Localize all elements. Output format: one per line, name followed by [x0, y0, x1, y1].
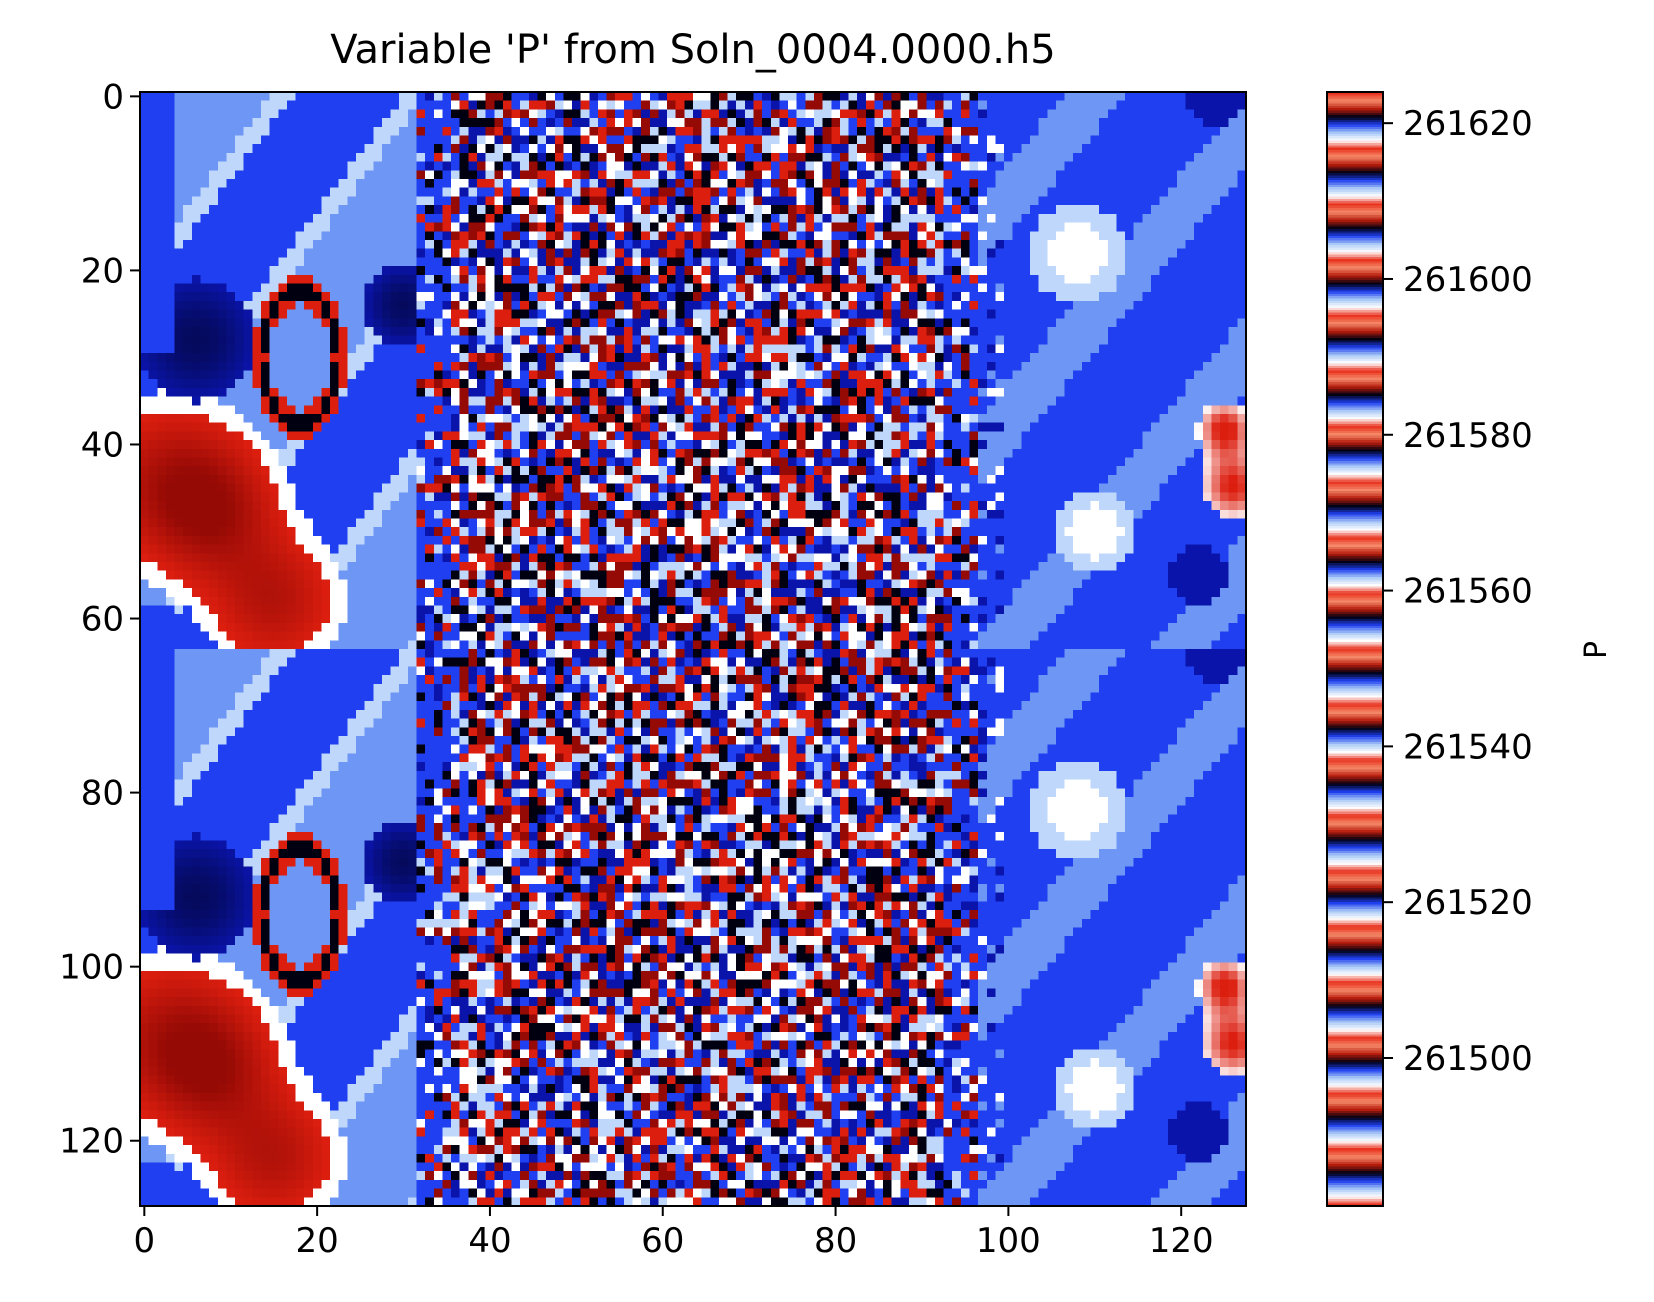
colorbar-tick-label: 261520 — [1403, 883, 1533, 923]
colorbar-label: P — [1579, 641, 1614, 659]
y-tick-label: 100 — [59, 948, 124, 988]
colorbar-tick-label: 261620 — [1403, 104, 1533, 144]
y-tick-label: 120 — [59, 1122, 124, 1162]
colorbar-tick-label: 261540 — [1403, 727, 1533, 767]
colorbar-frame — [1326, 91, 1384, 1207]
y-axis: 0 20 40 60 80 100 120 — [59, 77, 140, 1162]
x-tick-label: 20 — [296, 1221, 339, 1261]
x-tick-label: 60 — [641, 1221, 684, 1261]
colorbar-axis: 261620 261600 261580 261560 261540 261520 2615… — [1383, 104, 1533, 1079]
colorbar-tick-label: 261600 — [1403, 260, 1533, 300]
y-tick-label: 80 — [81, 774, 124, 814]
x-tick-label: 0 — [134, 1221, 156, 1261]
x-tick-label: 40 — [468, 1221, 511, 1261]
heatmap-image — [140, 92, 1246, 1206]
plot-frame — [139, 91, 1247, 1207]
y-tick-label: 0 — [102, 77, 124, 117]
y-tick-label: 20 — [81, 251, 124, 291]
x-tick-label: 120 — [1149, 1221, 1214, 1261]
colorbar-tick-label: 261560 — [1403, 572, 1533, 612]
x-tick-label: 100 — [976, 1221, 1041, 1261]
chart-title: Variable 'P' from Soln_0004.0000.h5 — [330, 27, 1055, 73]
colorbar-tick-label: 261500 — [1403, 1039, 1533, 1079]
colorbar-tick-label: 261580 — [1403, 416, 1533, 456]
y-tick-label: 40 — [81, 425, 124, 465]
x-axis: 0 20 40 60 80 100 120 — [134, 1206, 1214, 1261]
x-tick-label: 80 — [814, 1221, 857, 1261]
colorbar-image — [1327, 92, 1383, 1206]
y-tick-label: 60 — [81, 600, 124, 640]
